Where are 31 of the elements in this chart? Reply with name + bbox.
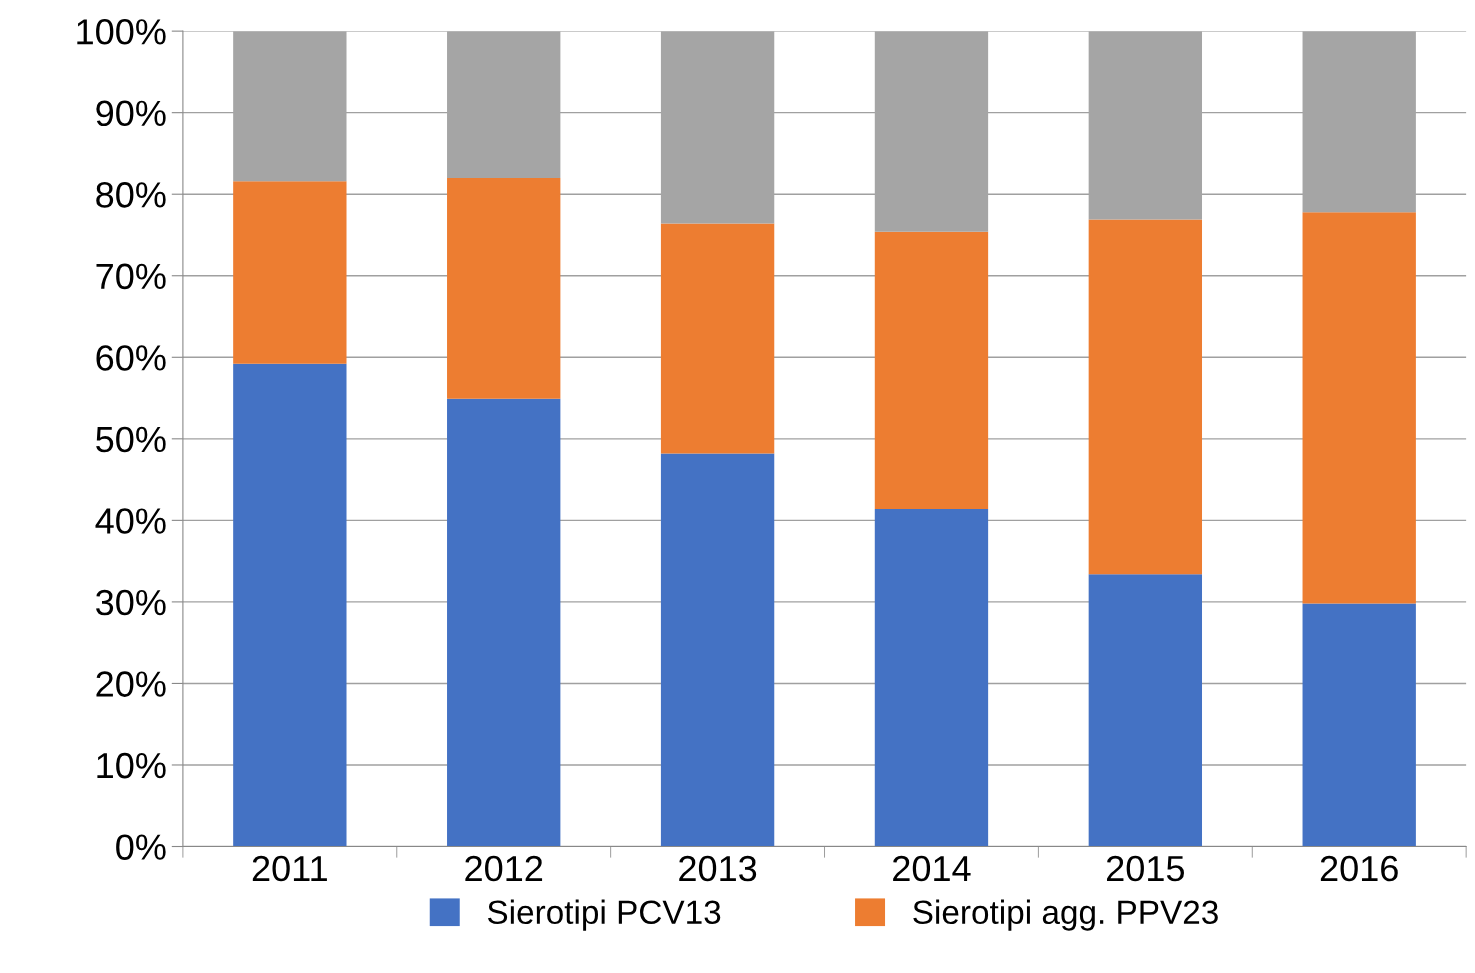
x-tick-label: 2011 [252,855,327,882]
x-tick-label: 2013 [679,855,757,882]
y-tick-label: 0% [116,834,166,860]
legend-label: Sierotipi PCV13 [487,899,721,931]
bar [447,177,561,399]
y-tick-label: 60% [96,345,166,371]
y-tick-label: 20% [96,671,166,697]
y-tick-label: 50% [96,426,166,453]
y-tick-label: 40% [95,508,166,534]
y-tick-label: 70% [96,263,166,290]
y-tick-label: 100% [77,19,166,45]
bar [1302,212,1416,604]
x-tick-label: 2014 [893,855,971,882]
bar [660,223,775,454]
x-tick-label: 2012 [465,855,543,882]
y-tick-label: 90% [96,100,166,127]
bar [1088,219,1203,575]
y-tick-label: 30% [96,589,166,616]
x-tick-label: 2016 [1320,855,1398,882]
bar [874,508,989,847]
bar [233,181,347,364]
bar [660,453,775,847]
bar [233,363,347,847]
bar [447,398,561,847]
y-tick-label: 80% [96,182,166,208]
bar [874,231,989,509]
bar [1302,603,1416,847]
x-tick-label: 2015 [1106,855,1184,882]
y-tick-label: 10% [97,752,166,779]
legend-label: Sierotipi agg. PPV23 [913,899,1218,931]
bar [1088,574,1203,847]
